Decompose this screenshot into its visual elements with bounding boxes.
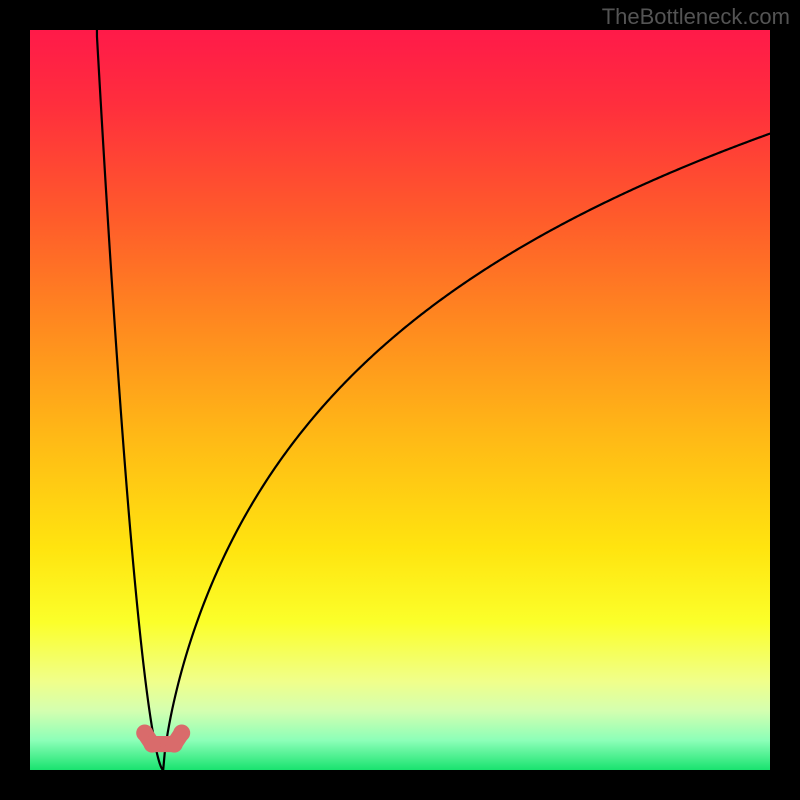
bottleneck-chart (0, 0, 800, 800)
watermark-text: TheBottleneck.com (602, 4, 790, 30)
chart-container: TheBottleneck.com (0, 0, 800, 800)
plot-background-gradient (30, 30, 770, 770)
curve-marker (173, 725, 190, 742)
curve-marker (144, 736, 161, 753)
